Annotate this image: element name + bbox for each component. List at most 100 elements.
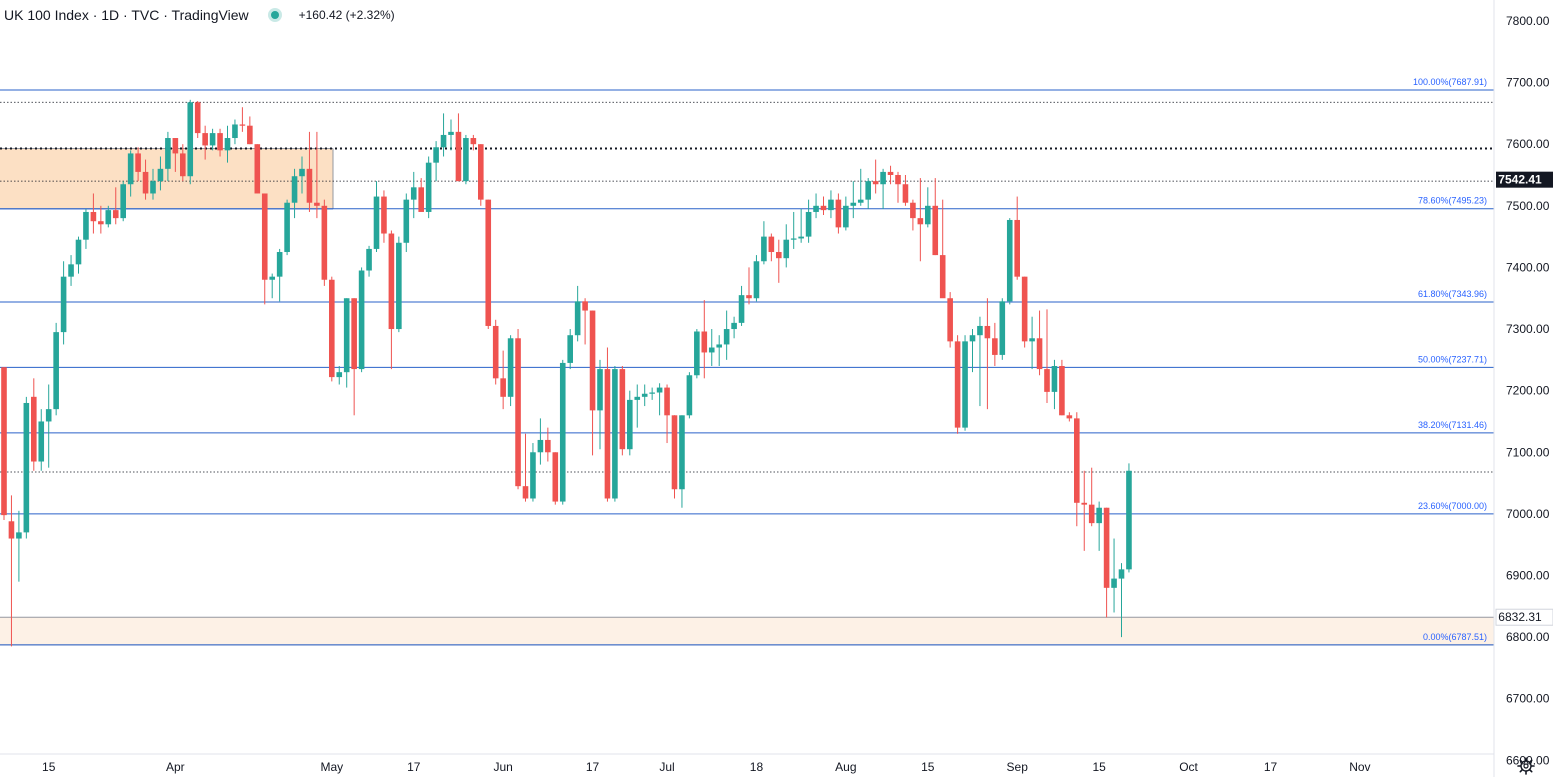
candle-down[interactable]: [917, 218, 924, 225]
candle-down[interactable]: [887, 171, 894, 175]
candle-up[interactable]: [857, 199, 864, 203]
candle-up[interactable]: [165, 138, 171, 169]
candle-down[interactable]: [418, 187, 424, 212]
candle-up[interactable]: [299, 168, 305, 177]
price-marker[interactable]: [1495, 608, 1553, 626]
candle-up[interactable]: [440, 134, 447, 148]
candle-down[interactable]: [351, 298, 357, 370]
candle-down[interactable]: [142, 171, 149, 194]
candle-down[interactable]: [1059, 366, 1065, 416]
candle-down[interactable]: [776, 252, 782, 259]
candle-down[interactable]: [604, 369, 611, 499]
candle-up[interactable]: [60, 276, 67, 333]
candle-down[interactable]: [1081, 502, 1088, 505]
candle-up[interactable]: [559, 362, 566, 502]
candle-down[interactable]: [992, 338, 998, 355]
candle-down[interactable]: [939, 255, 946, 299]
candle-down[interactable]: [671, 415, 678, 490]
candle-down[interactable]: [247, 125, 253, 145]
candle-down[interactable]: [500, 378, 506, 397]
candle-down[interactable]: [1044, 369, 1050, 392]
candle-up[interactable]: [1118, 569, 1125, 579]
candle-down[interactable]: [947, 298, 953, 342]
candle-up[interactable]: [373, 196, 380, 249]
support-resistance-zone[interactable]: [0, 617, 1494, 645]
candle-up[interactable]: [813, 205, 819, 212]
candle-down[interactable]: [306, 168, 313, 203]
candle-down[interactable]: [254, 144, 261, 194]
candle-up[interactable]: [753, 261, 760, 299]
candle-down[interactable]: [589, 310, 596, 411]
candle-down[interactable]: [135, 153, 141, 172]
candle-up[interactable]: [649, 392, 655, 394]
candle-up[interactable]: [567, 335, 573, 363]
candle-up[interactable]: [53, 332, 59, 410]
candle-up[interactable]: [1006, 219, 1013, 302]
candle-up[interactable]: [269, 276, 275, 280]
candle-up[interactable]: [656, 387, 663, 393]
candle-down[interactable]: [381, 196, 387, 234]
candle-up[interactable]: [425, 162, 432, 212]
candle-down[interactable]: [90, 211, 97, 222]
candle-up[interactable]: [798, 236, 804, 239]
candle-down[interactable]: [470, 138, 477, 145]
candle-down[interactable]: [329, 279, 335, 378]
candle-up[interactable]: [403, 199, 410, 243]
candle-up[interactable]: [627, 399, 633, 450]
candle-up[interactable]: [291, 176, 298, 203]
candle-down[interactable]: [664, 387, 670, 416]
candle-down[interactable]: [1103, 507, 1110, 588]
candle-up[interactable]: [716, 344, 722, 348]
candle-up[interactable]: [686, 375, 693, 416]
candle-up[interactable]: [410, 187, 417, 200]
candle-up[interactable]: [358, 270, 365, 370]
candle-down[interactable]: [701, 331, 708, 353]
candle-up[interactable]: [75, 239, 82, 265]
candle-up[interactable]: [83, 211, 89, 240]
candle-up[interactable]: [463, 138, 469, 182]
candle-down[interactable]: [1036, 338, 1043, 370]
candle-up[interactable]: [731, 322, 737, 330]
candle-up[interactable]: [865, 181, 871, 200]
candle-down[interactable]: [478, 144, 484, 200]
candle-up[interactable]: [343, 298, 350, 373]
candle-down[interactable]: [910, 202, 916, 219]
candle-down[interactable]: [902, 184, 909, 203]
candle-up[interactable]: [694, 331, 700, 376]
candle-up[interactable]: [224, 138, 231, 151]
candle-down[interactable]: [112, 210, 119, 219]
candle-down[interactable]: [1, 367, 7, 516]
candle-up[interactable]: [366, 248, 372, 271]
candle-down[interactable]: [515, 338, 521, 487]
candle-up[interactable]: [105, 210, 112, 225]
candle-down[interactable]: [98, 221, 104, 225]
candle-up[interactable]: [276, 252, 283, 277]
candle-down[interactable]: [835, 199, 842, 228]
candle-up[interactable]: [1096, 507, 1102, 524]
candle-up[interactable]: [232, 124, 238, 139]
candle-up[interactable]: [574, 301, 581, 336]
candle-up[interactable]: [120, 184, 126, 219]
candle-up[interactable]: [127, 153, 134, 185]
candle-up[interactable]: [530, 452, 536, 499]
candle-down[interactable]: [954, 341, 961, 428]
candle-down[interactable]: [180, 153, 186, 177]
candle-up[interactable]: [738, 295, 745, 323]
candle-down[interactable]: [746, 295, 752, 299]
candle-down[interactable]: [485, 199, 492, 326]
candle-up[interactable]: [962, 341, 968, 428]
candle-up[interactable]: [977, 325, 983, 336]
candle-down[interactable]: [217, 133, 223, 151]
candle-down[interactable]: [261, 193, 268, 280]
candle-down[interactable]: [895, 174, 901, 185]
candle-down[interactable]: [1066, 415, 1073, 419]
candle-down[interactable]: [1021, 276, 1028, 342]
candle-down[interactable]: [582, 301, 588, 311]
candle-down[interactable]: [1014, 219, 1020, 277]
candle-up[interactable]: [850, 202, 857, 206]
candle-up[interactable]: [679, 415, 685, 490]
candle-down[interactable]: [202, 133, 208, 146]
candle-up[interactable]: [16, 532, 22, 539]
